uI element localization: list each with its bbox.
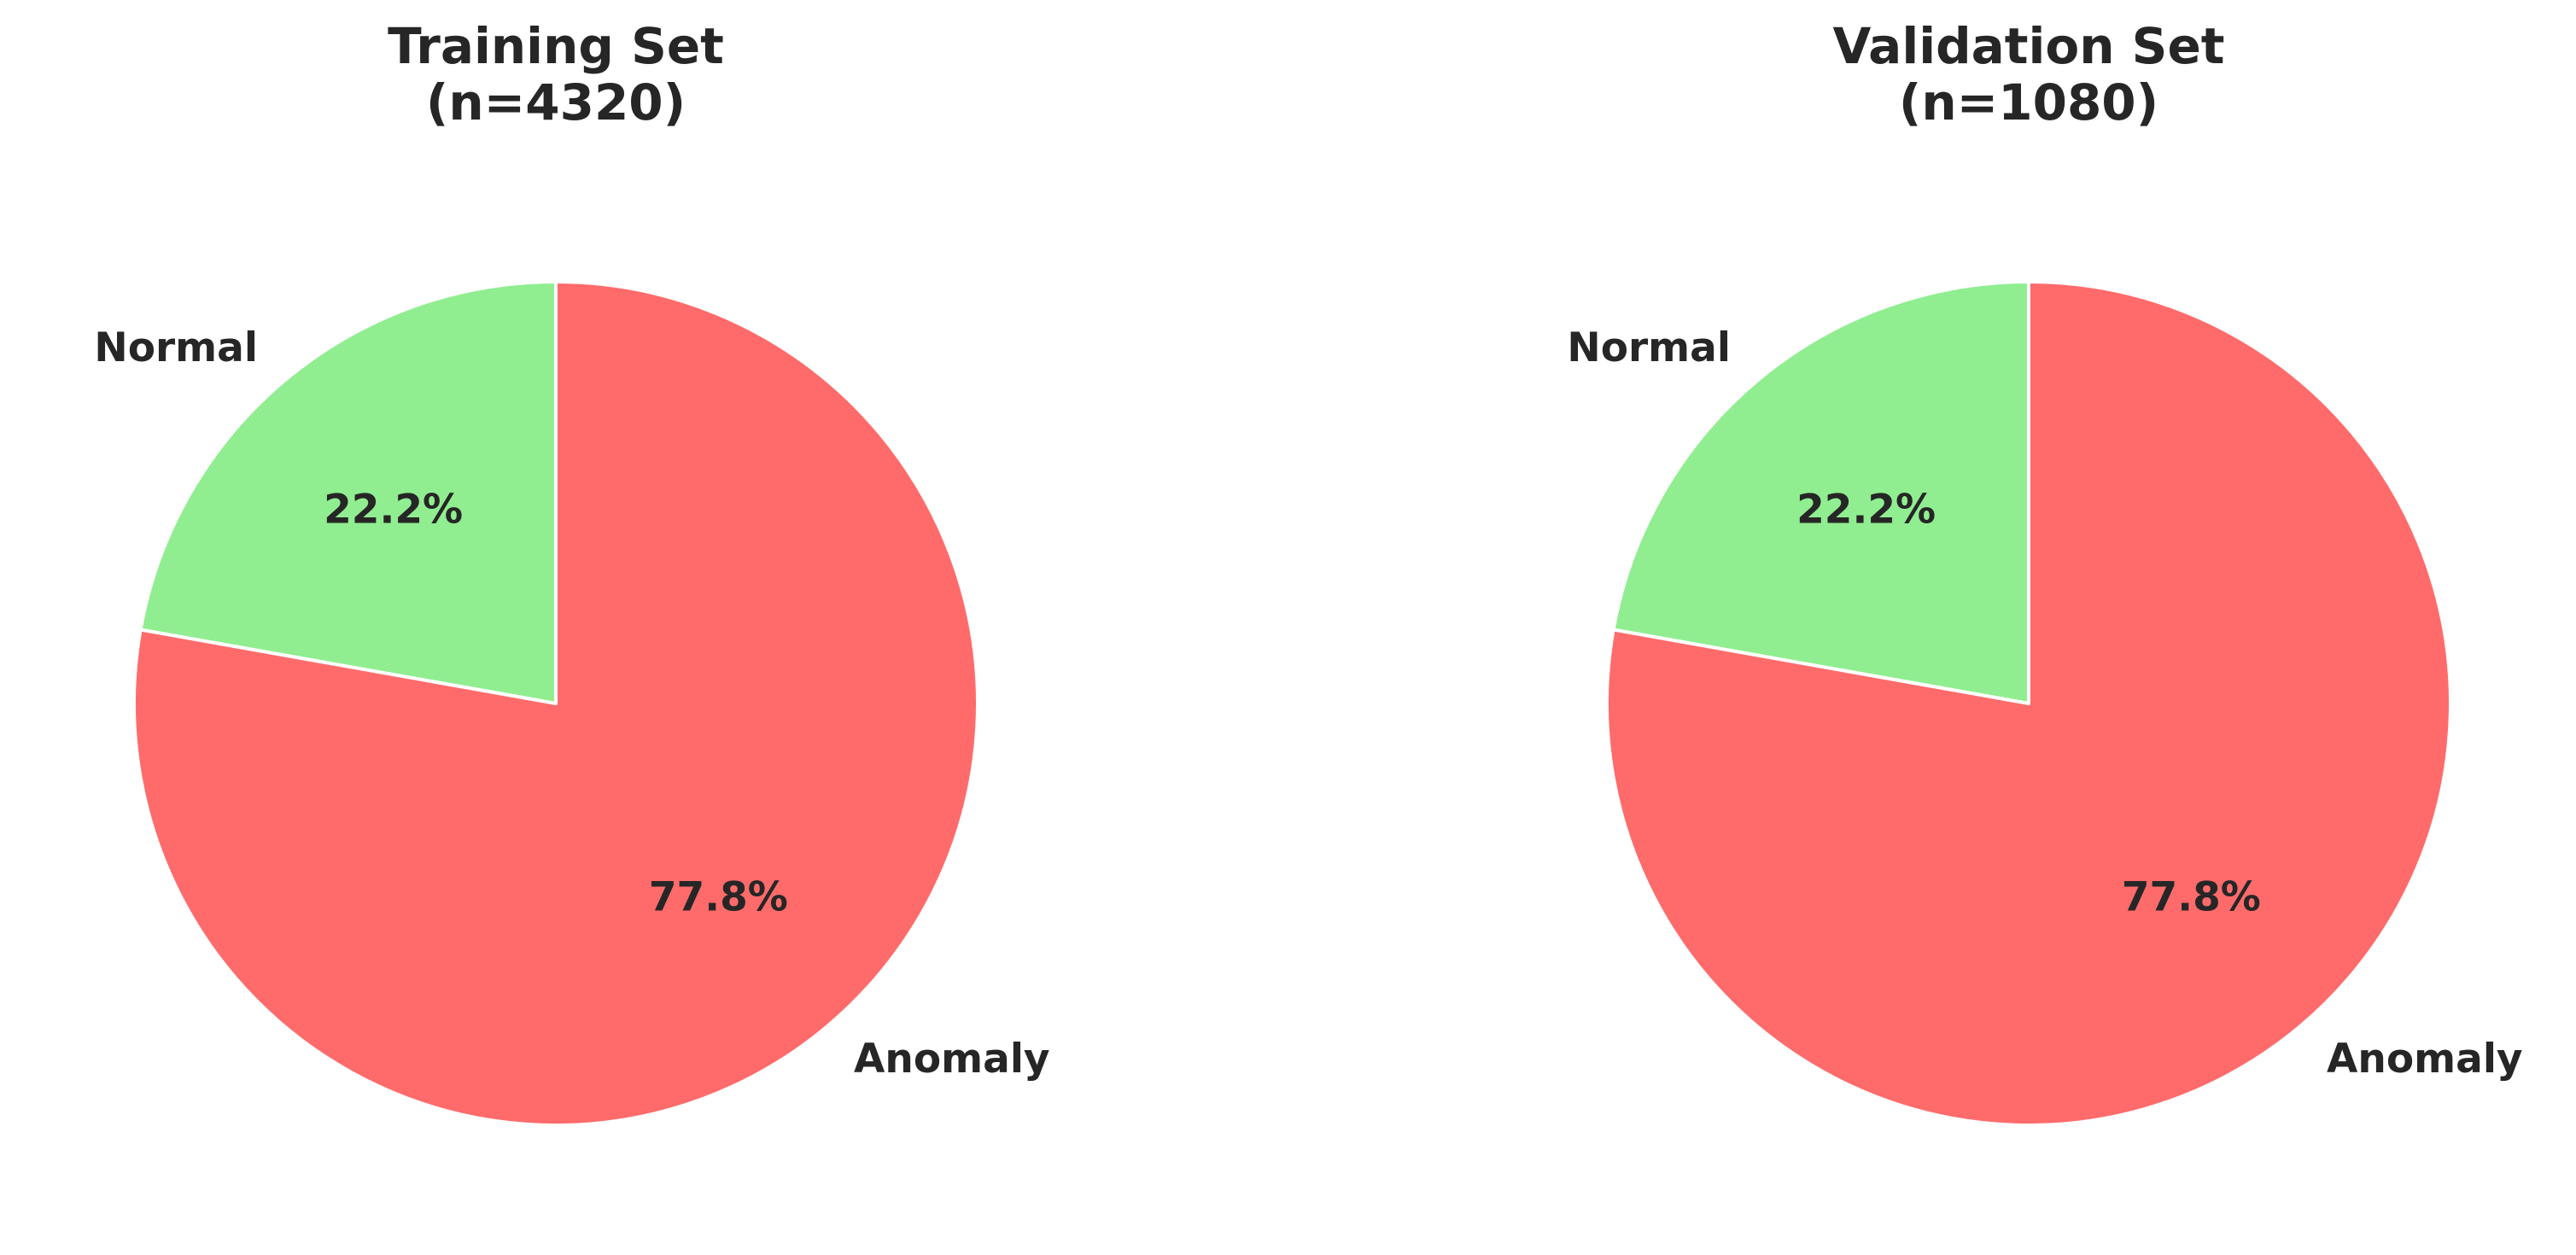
chart-title-line-1: Validation Set bbox=[1832, 17, 2224, 75]
pie-panel-validation: Validation Set (n=1080) Normal Anomaly 2… bbox=[1567, 17, 2523, 1127]
slice-category-label: Anomaly bbox=[2327, 1036, 2523, 1083]
pie-slices bbox=[1605, 280, 2453, 1127]
pie-slice-anomaly bbox=[1605, 280, 2453, 1127]
slice-category-label: Anomaly bbox=[854, 1036, 1050, 1083]
slice-percent-label: 77.8% bbox=[2122, 874, 2261, 921]
pie-slice-normal bbox=[1611, 280, 2030, 705]
slice-category-label: Normal bbox=[1567, 324, 1731, 371]
pie-panel-training: Training Set (n=4320) Normal Anomaly 22.… bbox=[94, 17, 1050, 1127]
slice-category-label: Normal bbox=[94, 324, 258, 371]
slice-percent-label: 77.8% bbox=[649, 874, 788, 921]
chart-title-line-2: (n=1080) bbox=[1899, 73, 2158, 131]
slice-percent-label: 22.2% bbox=[1796, 486, 1936, 533]
pie-slice-normal bbox=[138, 280, 558, 705]
slice-percent-label: 22.2% bbox=[324, 486, 463, 533]
chart-title-line-1: Training Set bbox=[388, 17, 724, 75]
chart-title-line-2: (n=4320) bbox=[426, 73, 686, 131]
pie-slice-anomaly bbox=[132, 280, 979, 1127]
pie-slices bbox=[132, 280, 979, 1127]
